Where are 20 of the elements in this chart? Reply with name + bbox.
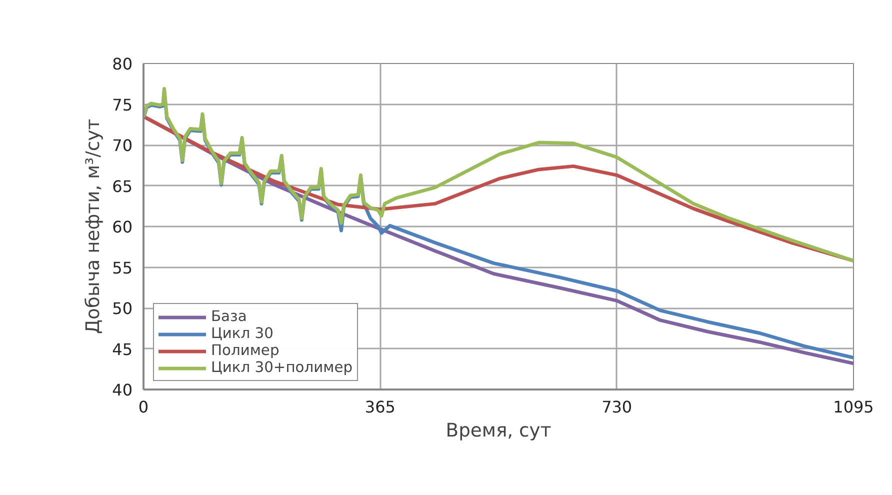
y-tick-label: 60 xyxy=(112,218,132,236)
y-tick-label: 70 xyxy=(112,136,132,155)
y-tick-label: 75 xyxy=(112,95,132,114)
x-tick-label: 1095 xyxy=(833,398,874,416)
x-tick-label: 730 xyxy=(602,398,632,416)
y-axis-title: Добыча нефти, м³/сут xyxy=(83,118,104,334)
legend-label: Цикл 30+полимер xyxy=(211,359,353,376)
y-tick-label: 65 xyxy=(112,176,132,196)
legend-label: Полимер xyxy=(211,342,280,359)
legend-label: База xyxy=(211,308,247,325)
x-tick-label: 365 xyxy=(364,398,396,416)
y-tick-label: 55 xyxy=(112,258,132,278)
legend-label: Цикл 30 xyxy=(211,325,274,342)
y-tick-label: 50 xyxy=(112,299,132,318)
x-tick-label: 0 xyxy=(138,398,149,416)
y-tick-label: 45 xyxy=(112,340,132,359)
x-axis-title: Время, сут xyxy=(446,420,552,442)
y-tick-label: 80 xyxy=(112,54,132,74)
y-tick-label: 40 xyxy=(112,380,132,400)
line-series xyxy=(144,87,854,262)
